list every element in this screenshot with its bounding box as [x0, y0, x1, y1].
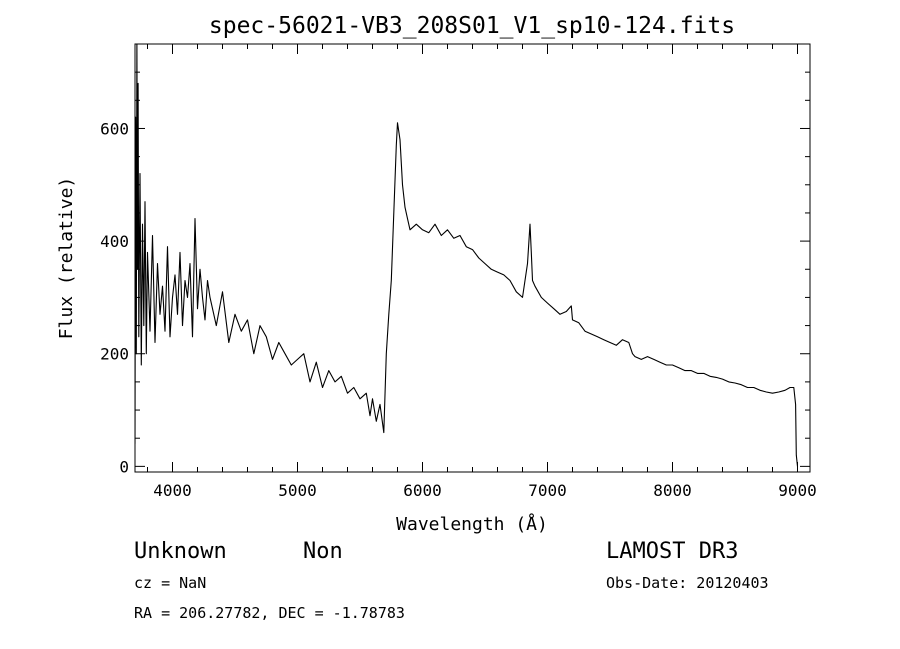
object-class: Unknown	[134, 539, 227, 564]
x-tick-label: 4000	[153, 481, 192, 500]
y-tick-label: 400	[100, 232, 129, 251]
survey-name: LAMOST DR3	[606, 539, 739, 564]
x-tick-label: 6000	[403, 481, 442, 500]
x-tick-label: 5000	[278, 481, 317, 500]
object-subclass: Non	[303, 539, 343, 564]
obs-date: Obs-Date: 20120403	[606, 574, 769, 592]
y-axis-label: Flux (relative)	[56, 177, 77, 340]
x-tick-label: 9000	[778, 481, 817, 500]
y-tick-label: 600	[100, 119, 129, 138]
tick-labels: 4000 5000 6000 7000 8000 9000 0 200 400 600	[100, 119, 817, 500]
x-axis-label: Wavelength (Å)	[396, 513, 548, 535]
axis-ticks	[135, 44, 810, 472]
redshift-text: cz = NaN	[134, 574, 207, 592]
y-tick-label: 200	[100, 345, 129, 364]
x-tick-label: 8000	[653, 481, 692, 500]
spectrum-series	[135, 44, 799, 467]
spectrum-line	[135, 44, 799, 467]
y-tick-label: 0	[119, 457, 129, 476]
x-tick-label: 7000	[528, 481, 567, 500]
chart-title: spec-56021-VB3_208S01_V1_sp10-124.fits	[209, 13, 735, 39]
plot-frame-rect	[134, 43, 811, 473]
coordinates-text: RA = 206.27782, DEC = -1.78783	[134, 604, 405, 622]
plot-frame	[134, 43, 811, 473]
